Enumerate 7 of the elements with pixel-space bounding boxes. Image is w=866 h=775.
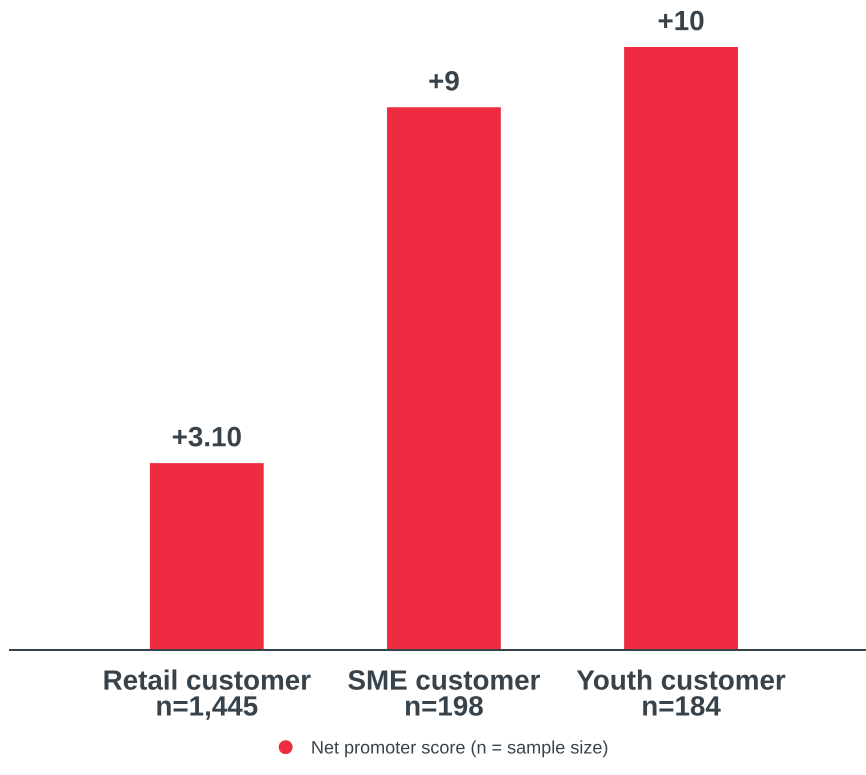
data-label: +9	[429, 71, 459, 91]
data-label: +3.10	[172, 426, 241, 447]
x-tick-label: SME customer n=198	[348, 670, 540, 716]
legend-label: Net promoter score (n = sample size)	[312, 740, 608, 758]
x-tick-label: Retail customer n=1,445	[104, 669, 311, 720]
data-label: +10	[658, 10, 704, 30]
x-tick-label: Youth customer n=184	[576, 669, 786, 716]
